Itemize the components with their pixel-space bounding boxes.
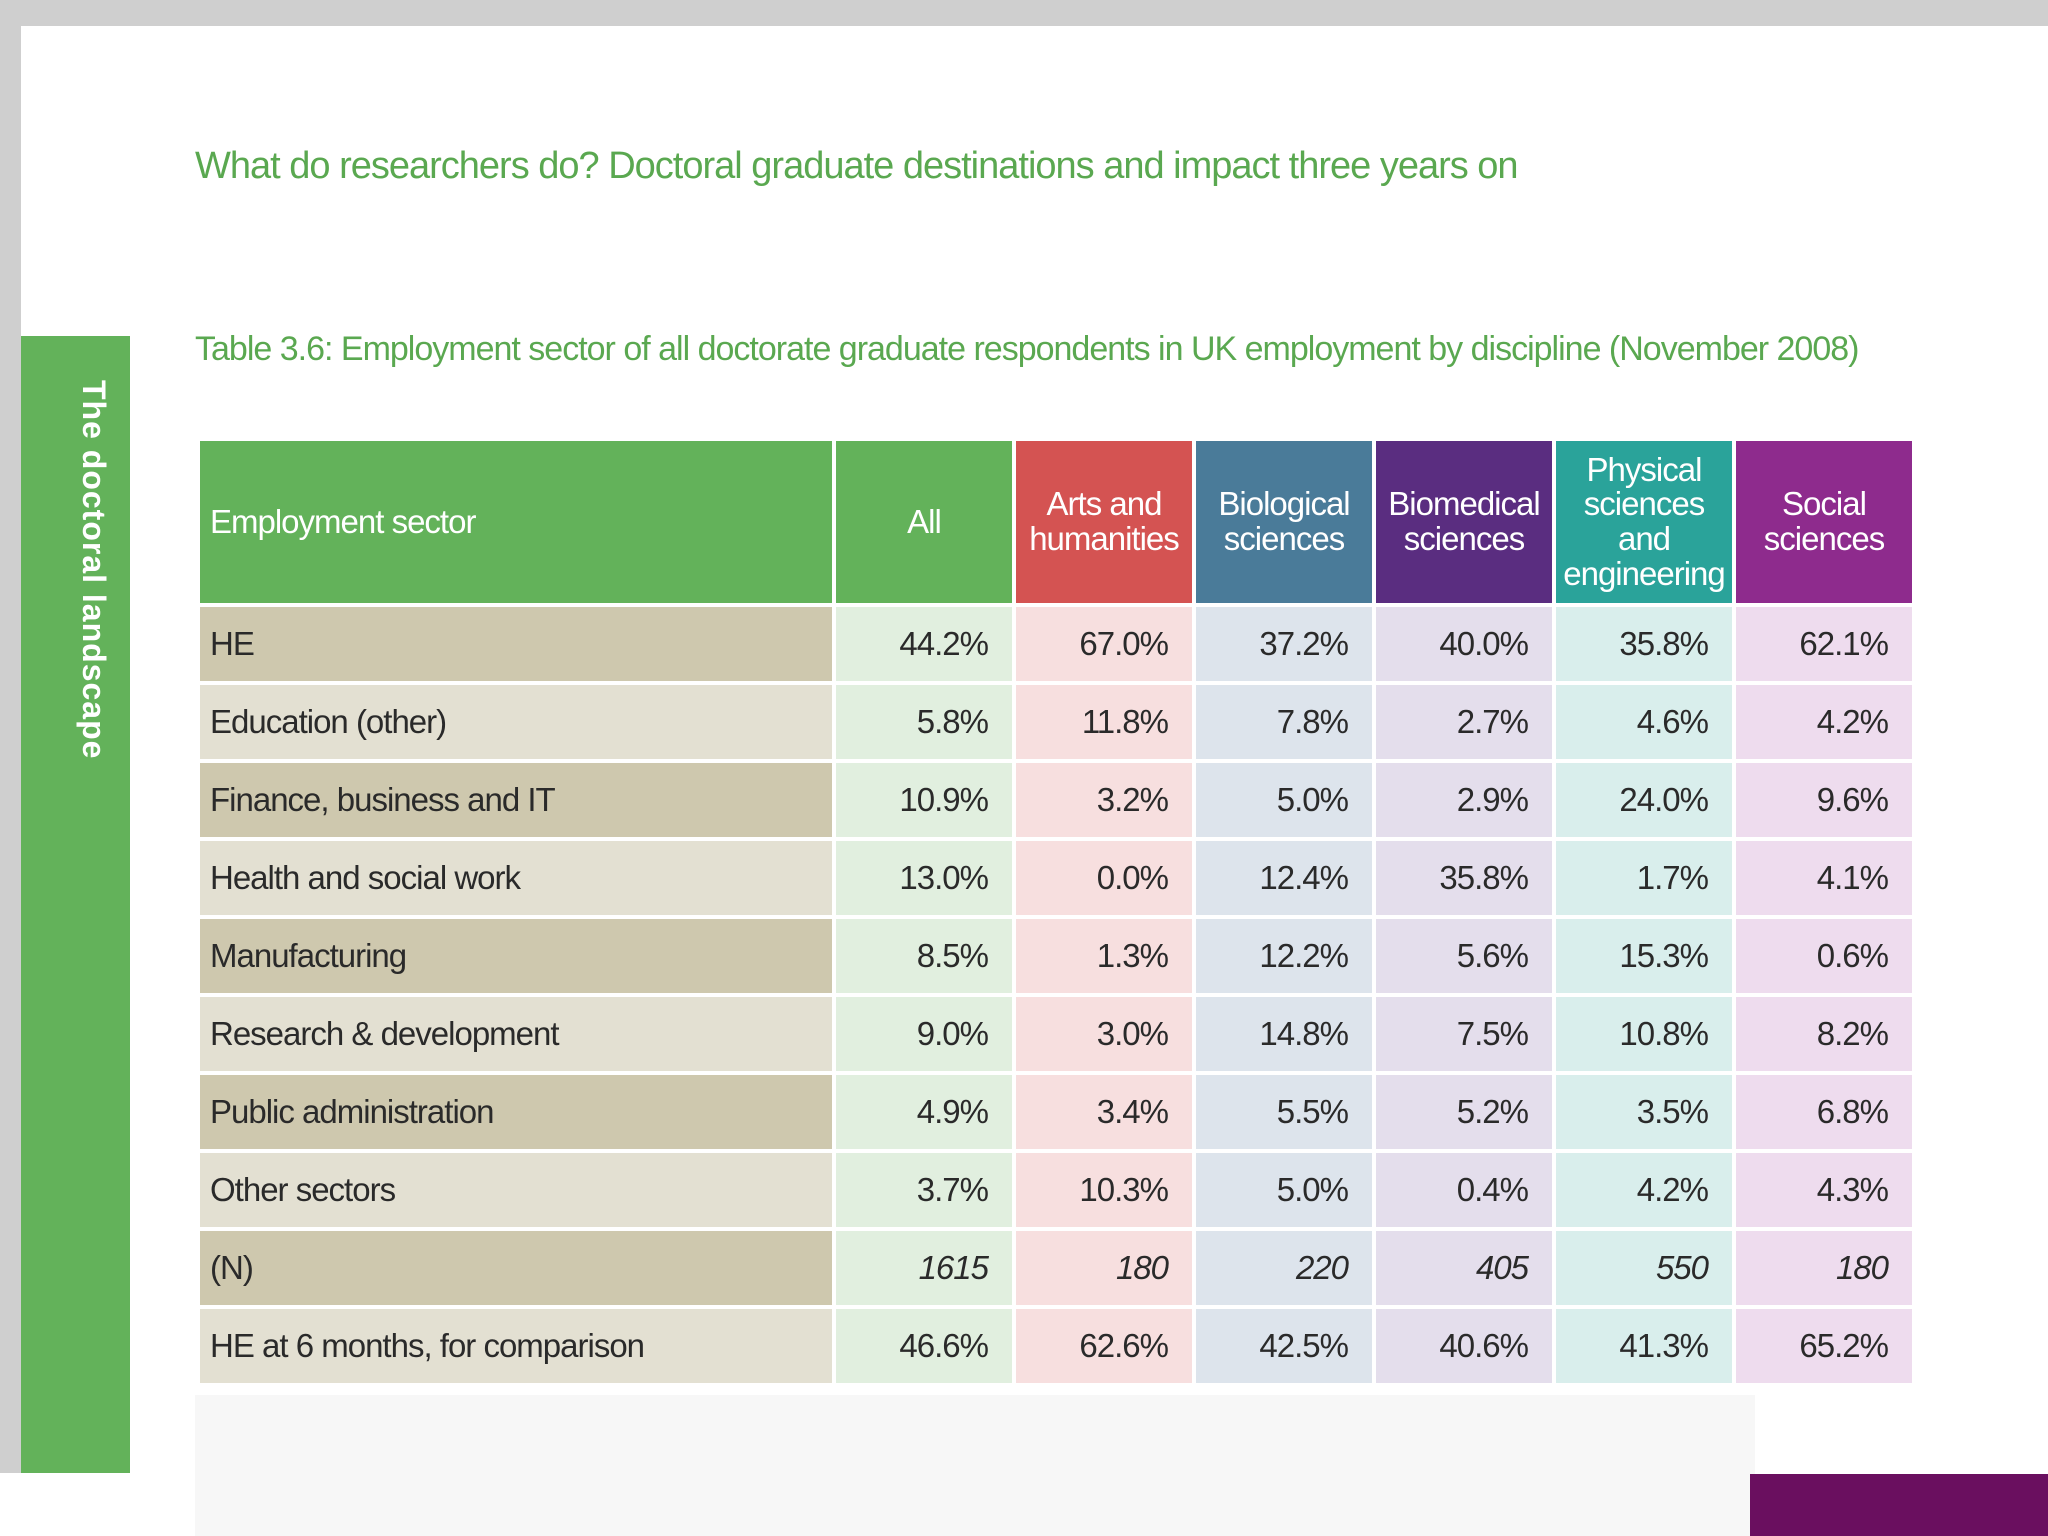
table-row: HE at 6 months, for comparison 46.6% 62.… — [200, 1309, 1912, 1383]
cell-biomed: 40.0% — [1376, 607, 1552, 681]
cell-bio: 7.8% — [1196, 685, 1372, 759]
cell-phys: 3.5% — [1556, 1075, 1732, 1149]
cell-arts: 3.4% — [1016, 1075, 1192, 1149]
page-footer-shadow — [195, 1395, 1755, 1536]
cell-arts: 180 — [1016, 1231, 1192, 1305]
cell-bio: 12.2% — [1196, 919, 1372, 993]
cell-bio: 12.4% — [1196, 841, 1372, 915]
cell-bio: 220 — [1196, 1231, 1372, 1305]
cell-bio: 5.0% — [1196, 763, 1372, 837]
cell-bio: 5.5% — [1196, 1075, 1372, 1149]
cell-phys: 15.3% — [1556, 919, 1732, 993]
cell-soc: 4.1% — [1736, 841, 1912, 915]
cell-bio: 5.0% — [1196, 1153, 1372, 1227]
viewer-top-bar — [0, 0, 2048, 26]
side-section-tab: The doctoral landscape — [21, 336, 130, 1473]
cell-biomed: 5.6% — [1376, 919, 1552, 993]
cell-phys: 1.7% — [1556, 841, 1732, 915]
table-header-row: Employment sector All Arts and humanitie… — [200, 441, 1912, 603]
cell-soc: 8.2% — [1736, 997, 1912, 1071]
cell-all: 46.6% — [836, 1309, 1012, 1383]
cell-biomed: 40.6% — [1376, 1309, 1552, 1383]
row-label: Public administration — [200, 1075, 832, 1149]
table-row: Public administration 4.9% 3.4% 5.5% 5.2… — [200, 1075, 1912, 1149]
cell-phys: 41.3% — [1556, 1309, 1732, 1383]
table-row: Other sectors 3.7% 10.3% 5.0% 0.4% 4.2% … — [200, 1153, 1912, 1227]
cell-soc: 6.8% — [1736, 1075, 1912, 1149]
cell-phys: 35.8% — [1556, 607, 1732, 681]
cell-bio: 42.5% — [1196, 1309, 1372, 1383]
cell-soc: 9.6% — [1736, 763, 1912, 837]
cell-arts: 0.0% — [1016, 841, 1192, 915]
cell-phys: 4.2% — [1556, 1153, 1732, 1227]
cell-phys: 4.6% — [1556, 685, 1732, 759]
cell-biomed: 405 — [1376, 1231, 1552, 1305]
cell-biomed: 2.9% — [1376, 763, 1552, 837]
row-label: (N) — [200, 1231, 832, 1305]
table-row-n: (N) 1615 180 220 405 550 180 — [200, 1231, 1912, 1305]
cell-arts: 3.2% — [1016, 763, 1192, 837]
cell-all: 9.0% — [836, 997, 1012, 1071]
cell-soc: 0.6% — [1736, 919, 1912, 993]
cell-phys: 550 — [1556, 1231, 1732, 1305]
table-row: Research & development 9.0% 3.0% 14.8% 7… — [200, 997, 1912, 1071]
cell-biomed: 0.4% — [1376, 1153, 1552, 1227]
cell-soc: 62.1% — [1736, 607, 1912, 681]
header-biomedical-sciences: Biomedical sciences — [1376, 441, 1552, 603]
row-label: HE — [200, 607, 832, 681]
row-label: Research & development — [200, 997, 832, 1071]
cell-phys: 10.8% — [1556, 997, 1732, 1071]
row-label: HE at 6 months, for comparison — [200, 1309, 832, 1383]
cell-soc: 4.2% — [1736, 685, 1912, 759]
page-title: What do researchers do? Doctoral graduat… — [195, 145, 1519, 187]
table-row: Education (other) 5.8% 11.8% 7.8% 2.7% 4… — [200, 685, 1912, 759]
cell-all: 44.2% — [836, 607, 1012, 681]
cell-all: 10.9% — [836, 763, 1012, 837]
cell-biomed: 7.5% — [1376, 997, 1552, 1071]
cell-all: 8.5% — [836, 919, 1012, 993]
cell-soc: 65.2% — [1736, 1309, 1912, 1383]
cell-soc: 4.3% — [1736, 1153, 1912, 1227]
footer-corner-block — [1750, 1474, 2048, 1536]
cell-arts: 62.6% — [1016, 1309, 1192, 1383]
table-row: Finance, business and IT 10.9% 3.2% 5.0%… — [200, 763, 1912, 837]
cell-arts: 67.0% — [1016, 607, 1192, 681]
cell-all: 4.9% — [836, 1075, 1012, 1149]
cell-arts: 3.0% — [1016, 997, 1192, 1071]
employment-sector-table: Employment sector All Arts and humanitie… — [196, 437, 1916, 1387]
cell-all: 5.8% — [836, 685, 1012, 759]
header-biological-sciences: Biological sciences — [1196, 441, 1372, 603]
viewer-left-margin — [0, 26, 21, 1473]
cell-arts: 10.3% — [1016, 1153, 1192, 1227]
cell-soc: 180 — [1736, 1231, 1912, 1305]
cell-biomed: 5.2% — [1376, 1075, 1552, 1149]
header-social-sciences: Social sciences — [1736, 441, 1912, 603]
row-label: Education (other) — [200, 685, 832, 759]
header-all: All — [836, 441, 1012, 603]
row-label: Other sectors — [200, 1153, 832, 1227]
cell-bio: 14.8% — [1196, 997, 1372, 1071]
cell-all: 1615 — [836, 1231, 1012, 1305]
table-row: Manufacturing 8.5% 1.3% 12.2% 5.6% 15.3%… — [200, 919, 1912, 993]
row-label: Finance, business and IT — [200, 763, 832, 837]
header-employment-sector: Employment sector — [200, 441, 832, 603]
cell-arts: 11.8% — [1016, 685, 1192, 759]
cell-all: 13.0% — [836, 841, 1012, 915]
cell-phys: 24.0% — [1556, 763, 1732, 837]
row-label: Health and social work — [200, 841, 832, 915]
cell-arts: 1.3% — [1016, 919, 1192, 993]
cell-bio: 37.2% — [1196, 607, 1372, 681]
table-caption: Table 3.6: Employment sector of all doct… — [195, 330, 1859, 368]
table-row: HE 44.2% 67.0% 37.2% 40.0% 35.8% 62.1% — [200, 607, 1912, 681]
header-arts-humanities: Arts and humanities — [1016, 441, 1192, 603]
cell-biomed: 35.8% — [1376, 841, 1552, 915]
side-section-tab-label: The doctoral landscape — [76, 380, 112, 760]
header-physical-sciences-engineering: Physical sciences and engineering — [1556, 441, 1732, 603]
row-label: Manufacturing — [200, 919, 832, 993]
cell-all: 3.7% — [836, 1153, 1012, 1227]
cell-biomed: 2.7% — [1376, 685, 1552, 759]
table-row: Health and social work 13.0% 0.0% 12.4% … — [200, 841, 1912, 915]
